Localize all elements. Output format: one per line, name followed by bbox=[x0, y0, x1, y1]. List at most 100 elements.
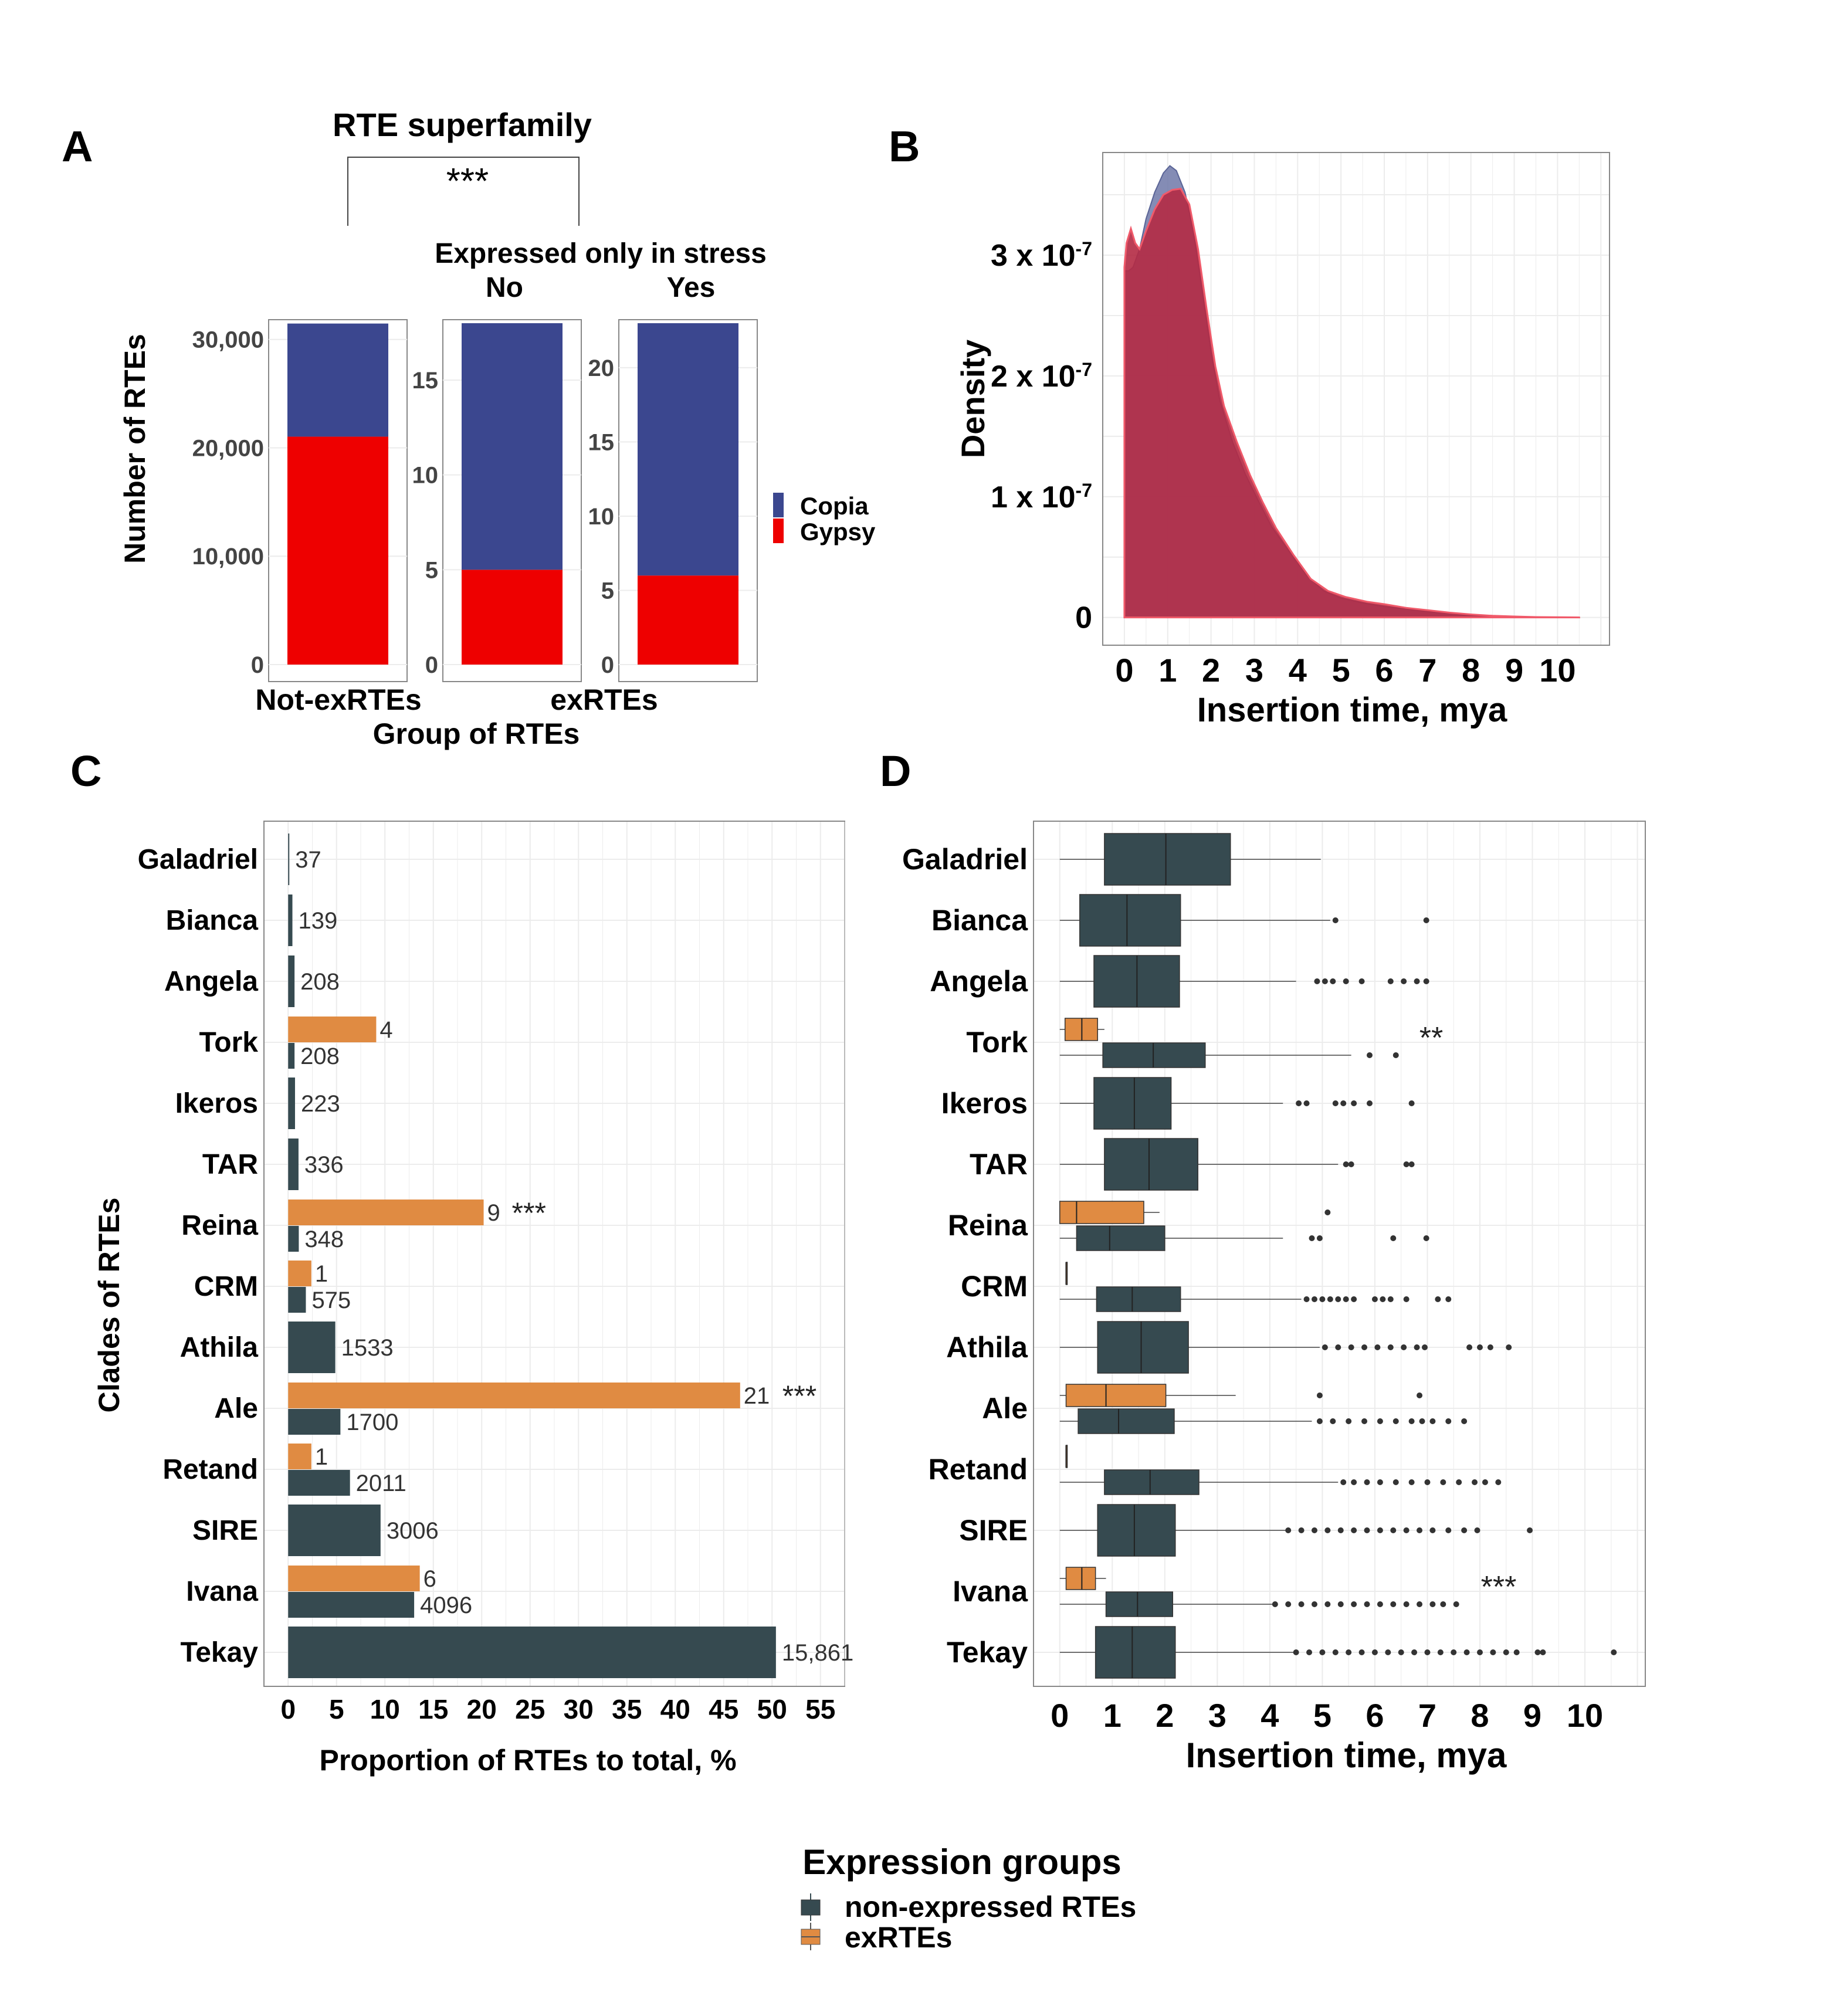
legend-key-non-expressed bbox=[801, 1893, 821, 1921]
outlier-point bbox=[1414, 1344, 1420, 1350]
y-tick-label: 10 bbox=[412, 463, 439, 489]
y-axis-title-c: Clades of RTEs bbox=[93, 1198, 126, 1413]
outlier-point bbox=[1403, 1161, 1410, 1167]
x-tick-label: 55 bbox=[805, 1694, 835, 1724]
outlier-point bbox=[1293, 1649, 1299, 1655]
outlier-point bbox=[1453, 1601, 1459, 1607]
bar-non-expressed bbox=[288, 1078, 295, 1129]
panel-letter-c: C bbox=[70, 747, 101, 795]
y-tick-label: 20,000 bbox=[192, 435, 264, 461]
outlier-point bbox=[1316, 1418, 1323, 1424]
outlier-point bbox=[1311, 1296, 1317, 1302]
bar-non-expressed bbox=[288, 1592, 415, 1618]
bar-non-expressed bbox=[288, 1139, 299, 1190]
category-label-crm: CRM bbox=[961, 1270, 1028, 1303]
data-label-exrtes: 9 bbox=[487, 1200, 500, 1226]
category-label-bianca: Bianca bbox=[931, 904, 1028, 937]
panel-d: ***** GaladrielBiancaAngelaTorkIkerosTAR… bbox=[902, 821, 1646, 1775]
category-label-ale: Ale bbox=[982, 1392, 1028, 1425]
outlier-point bbox=[1527, 1527, 1533, 1533]
boxplot-non-expressed-athila bbox=[1059, 1321, 1512, 1374]
outlier-point bbox=[1303, 1296, 1310, 1302]
outlier-point bbox=[1351, 1479, 1357, 1485]
bar-copia bbox=[462, 323, 563, 570]
bar-copia bbox=[638, 323, 738, 576]
y-tick-label: 0 bbox=[1075, 601, 1092, 635]
outlier-point bbox=[1285, 1601, 1292, 1607]
outlier-point bbox=[1366, 1052, 1373, 1058]
outlier-point bbox=[1322, 978, 1328, 984]
x-tick-label: 0 bbox=[1051, 1697, 1069, 1734]
category-label-ale: Ale bbox=[214, 1393, 258, 1424]
density-area-gypsy bbox=[1123, 188, 1581, 619]
box-iqr bbox=[1059, 1201, 1144, 1224]
strip-label-yes: Yes bbox=[667, 272, 716, 303]
boxplot-non-expressed-crm bbox=[1059, 1286, 1452, 1312]
outlier-point bbox=[1437, 1649, 1444, 1655]
x-axis-title-a: Group of RTEs bbox=[373, 717, 580, 750]
outlier-point bbox=[1332, 1100, 1339, 1106]
y-tick-label: 15 bbox=[412, 368, 439, 394]
x-tick-label: 9 bbox=[1523, 1697, 1541, 1734]
outlier-point bbox=[1417, 1392, 1423, 1398]
outlier-point bbox=[1411, 1649, 1418, 1655]
bar-exrtes bbox=[288, 1444, 311, 1469]
outlier-point bbox=[1348, 1161, 1354, 1167]
outlier-point bbox=[1451, 1649, 1457, 1655]
category-label-galadriel: Galadriel bbox=[138, 844, 258, 875]
category-label-reina: Reina bbox=[181, 1210, 258, 1241]
x-tick-label: 7 bbox=[1418, 1697, 1436, 1734]
data-label-non-expressed: 575 bbox=[311, 1287, 351, 1313]
boxplot-exrtes-tork bbox=[1059, 1018, 1104, 1041]
outlier-point bbox=[1343, 1161, 1349, 1167]
x-tick-label: 10 bbox=[1567, 1697, 1603, 1734]
outlier-point bbox=[1298, 1527, 1305, 1533]
outlier-point bbox=[1296, 1100, 1302, 1106]
x-tick-label: 3 bbox=[1208, 1697, 1226, 1734]
outlier-point bbox=[1380, 1296, 1386, 1302]
outlier-point bbox=[1351, 1100, 1357, 1106]
outlier-point bbox=[1417, 1527, 1423, 1533]
outlier-point bbox=[1337, 1601, 1344, 1607]
category-label-angela: Angela bbox=[164, 966, 258, 997]
boxplot-non-expressed-sire bbox=[1059, 1504, 1533, 1557]
data-label-non-expressed: 348 bbox=[304, 1226, 344, 1252]
box-iqr bbox=[1104, 1469, 1200, 1495]
expression-groups-legend: Expression groups non-expressed RTEs exR… bbox=[801, 1842, 1136, 1954]
y-tick-label: 1 x 10-7 bbox=[991, 480, 1092, 514]
x-tick-label: 1 bbox=[1158, 652, 1177, 689]
outlier-point bbox=[1377, 1601, 1383, 1607]
outlier-point bbox=[1343, 1296, 1349, 1302]
significance-stars: *** bbox=[1481, 1570, 1517, 1604]
group-label-not-exrtes: Not-exRTEs bbox=[255, 683, 421, 716]
outlier-point bbox=[1408, 1161, 1415, 1167]
outlier-point bbox=[1346, 1649, 1352, 1655]
category-label-bianca: Bianca bbox=[166, 905, 259, 936]
y-tick-label: 20 bbox=[588, 355, 615, 381]
outlier-point bbox=[1476, 1344, 1483, 1350]
x-tick-label: 9 bbox=[1505, 652, 1523, 689]
bar-non-expressed bbox=[288, 1627, 776, 1678]
category-label-tork: Tork bbox=[966, 1026, 1028, 1059]
outlier-point bbox=[1482, 1479, 1488, 1485]
bar-exrtes bbox=[288, 1017, 377, 1042]
data-label-exrtes: 21 bbox=[744, 1383, 770, 1409]
boxplot-non-expressed-tar bbox=[1059, 1138, 1415, 1191]
outlier-point bbox=[1314, 978, 1320, 984]
category-label-tekay: Tekay bbox=[180, 1637, 258, 1668]
boxplot-exrtes-crm bbox=[1065, 1262, 1068, 1285]
significance-stars: *** bbox=[512, 1197, 546, 1229]
bar-non-expressed bbox=[288, 1470, 350, 1496]
box-iqr bbox=[1104, 1138, 1198, 1191]
outlier-point bbox=[1316, 1392, 1323, 1398]
x-tick-label: 2 bbox=[1202, 652, 1220, 689]
y-tick-label: 10,000 bbox=[192, 544, 264, 570]
box-iqr bbox=[1078, 1408, 1175, 1434]
y-tick-label: 0 bbox=[601, 652, 614, 678]
category-label-ikeros: Ikeros bbox=[941, 1087, 1028, 1120]
box-iqr bbox=[1097, 1504, 1176, 1557]
category-label-ivana: Ivana bbox=[186, 1576, 258, 1607]
outlier-point bbox=[1364, 1527, 1370, 1533]
outlier-point bbox=[1332, 1649, 1339, 1655]
